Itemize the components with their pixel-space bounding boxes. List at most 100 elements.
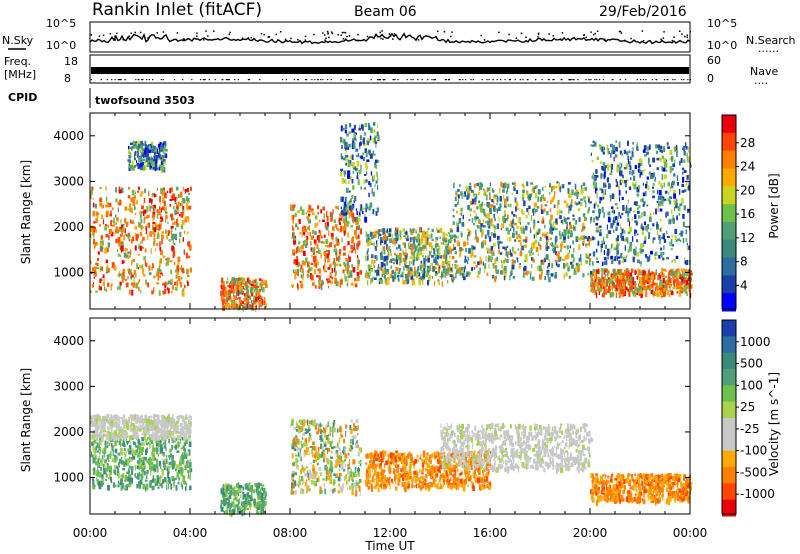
echo-cell <box>471 198 475 205</box>
echo-cell <box>310 247 313 252</box>
nsearch-dot <box>673 36 675 38</box>
echo-cell <box>233 280 237 286</box>
echo-cell <box>522 189 525 194</box>
echo-cell <box>622 205 625 211</box>
echo-cell <box>224 304 227 308</box>
echo-cell <box>675 269 678 273</box>
nsearch-dot <box>156 32 158 34</box>
nsearch-dot <box>389 35 392 37</box>
echo-cell <box>317 268 320 272</box>
echo-cell <box>463 276 466 281</box>
echo-cell <box>441 261 445 267</box>
echo-cell <box>405 275 407 282</box>
echo-cell <box>374 159 378 164</box>
echo-cell <box>95 262 98 266</box>
echo-cell <box>376 269 380 276</box>
nsearch-dot <box>116 32 118 35</box>
echo-cell <box>352 170 354 174</box>
echo-cell <box>123 225 125 230</box>
echo-cell <box>166 234 169 240</box>
nave-dot <box>410 79 412 81</box>
echo-cell <box>95 229 98 233</box>
echo-cell <box>531 243 535 247</box>
echo-cell <box>483 191 487 197</box>
echo-cell <box>139 232 143 236</box>
echo-cell <box>632 147 634 151</box>
echo-cell <box>306 258 308 262</box>
echo-cell <box>443 266 446 273</box>
echo-cell <box>595 269 599 274</box>
echo-cell <box>667 198 671 202</box>
echo-cell <box>228 305 230 309</box>
echo-cell <box>681 288 683 292</box>
echo-cell <box>582 213 586 217</box>
echo-cell <box>557 263 560 268</box>
echo-cell <box>427 257 430 263</box>
echo-cell <box>385 255 389 260</box>
echo-cell <box>664 280 667 286</box>
echo-cell <box>156 477 160 484</box>
echo-cell <box>133 269 136 275</box>
echo-cell <box>618 287 621 291</box>
echo-cell <box>148 149 152 154</box>
echo-cell <box>253 304 255 307</box>
echo-cell <box>357 234 360 239</box>
echo-cell <box>146 149 149 154</box>
echo-cell <box>324 263 326 269</box>
echo-cell <box>167 470 170 474</box>
echo-cell <box>619 224 621 228</box>
echo-cell <box>373 242 375 247</box>
nsearch-dot <box>642 40 645 42</box>
echo-cell <box>297 270 299 277</box>
cpid-label: CPID <box>8 91 37 104</box>
echo-cell <box>627 231 631 234</box>
echo-cell <box>448 266 451 271</box>
echo-cell <box>504 198 507 203</box>
echo-cell <box>340 153 342 156</box>
nave-dot <box>182 79 184 81</box>
echo-cell <box>145 165 148 168</box>
echo-cell <box>500 181 503 188</box>
echo-cell <box>122 439 125 443</box>
echo-cell <box>369 229 371 232</box>
echo-cell <box>399 257 402 264</box>
echo-cell <box>682 167 685 171</box>
echo-cell <box>414 236 417 241</box>
echo-cell <box>152 442 154 447</box>
echo-cell <box>634 232 636 236</box>
echo-cell <box>375 255 378 261</box>
echo-cell <box>600 229 602 233</box>
echo-cell <box>308 265 311 270</box>
echo-cell <box>603 171 606 178</box>
echo-cell <box>624 207 628 214</box>
echo-cell <box>590 220 592 224</box>
echo-cell <box>107 441 109 447</box>
echo-cell <box>592 261 594 266</box>
echo-cell <box>313 262 316 267</box>
nave-dot <box>514 79 516 81</box>
echo-cell <box>603 276 606 280</box>
echo-cell <box>387 276 390 281</box>
echo-cell <box>357 153 360 158</box>
echo-cell <box>485 256 487 262</box>
echo-cell <box>610 223 614 229</box>
echo-cell <box>533 207 535 211</box>
echo-cell <box>555 235 558 242</box>
echo-cell <box>665 190 668 194</box>
echo-cell <box>629 221 631 227</box>
echo-cell <box>644 286 648 291</box>
echo-cell <box>601 166 604 170</box>
echo-cell <box>141 268 145 275</box>
echo-cell <box>158 151 161 155</box>
echo-cell <box>404 234 407 239</box>
echo-cell <box>357 242 360 247</box>
echo-cell <box>605 292 607 295</box>
echo-cell <box>575 219 577 225</box>
echo-cell <box>341 145 343 149</box>
echo-cell <box>160 216 163 220</box>
echo-cell <box>639 169 642 173</box>
echo-cell <box>310 235 314 240</box>
echo-cell <box>629 281 633 285</box>
echo-cell <box>608 211 611 216</box>
echo-cell <box>592 181 595 186</box>
